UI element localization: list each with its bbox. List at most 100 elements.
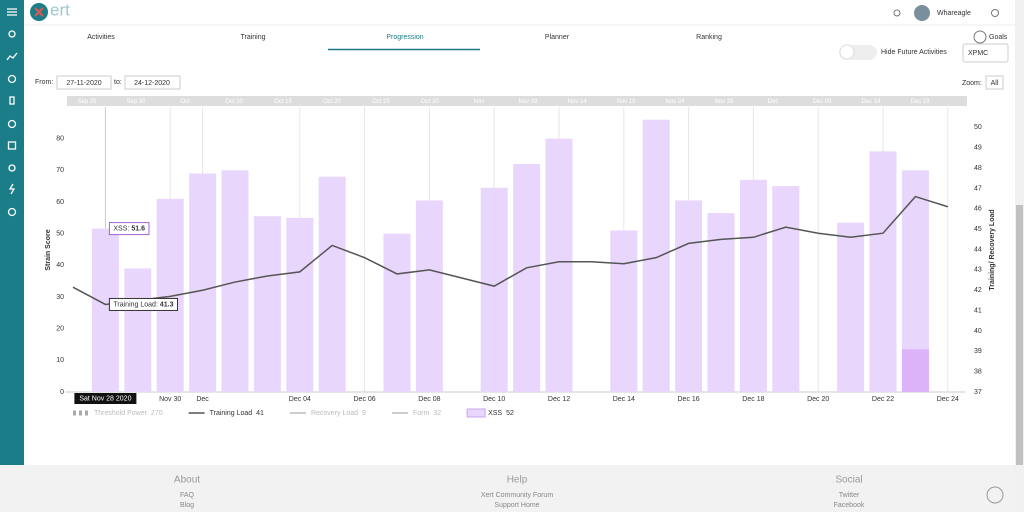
bar[interactable]	[675, 200, 703, 392]
footer-link[interactable]: Facebook	[834, 502, 865, 509]
legend-value[interactable]: 9	[362, 410, 366, 417]
y-tick-label: 40	[56, 262, 64, 269]
y2-tick-label: 41	[974, 307, 982, 314]
help-icon[interactable]	[7, 207, 17, 217]
footer-link[interactable]: Blog	[180, 502, 194, 509]
tooltip-value: 51.6	[131, 225, 145, 232]
tab[interactable]: Progression	[386, 34, 423, 41]
footer-link[interactable]: Xert Community Forum	[481, 492, 554, 499]
tab[interactable]: Planner	[545, 34, 570, 41]
navigator-label: Oct 20	[323, 99, 341, 105]
goals-icon[interactable]	[973, 30, 987, 44]
y-tick-label: 80	[56, 136, 64, 143]
zoom-button[interactable]	[985, 75, 1004, 90]
bar[interactable]	[739, 179, 767, 392]
bar[interactable]	[189, 173, 217, 393]
navigator-label: Nov 24	[665, 99, 685, 105]
tab[interactable]: Ranking	[696, 34, 722, 41]
logo[interactable]: ert	[50, 0, 70, 19]
to-input[interactable]	[124, 75, 181, 90]
bar[interactable]	[610, 230, 638, 393]
legend-value[interactable]: 41	[256, 410, 264, 417]
bar[interactable]	[869, 151, 897, 392]
y-axis-title: Strain Score	[45, 229, 52, 270]
tab[interactable]: Training	[240, 34, 265, 41]
legend-label[interactable]: XSS	[488, 410, 502, 417]
footer-link[interactable]: Twitter	[839, 492, 860, 499]
chart-icon[interactable]	[6, 52, 18, 61]
bar[interactable]	[221, 170, 249, 392]
legend-value[interactable]: 52	[506, 410, 514, 417]
avatar[interactable]	[914, 5, 930, 21]
legend-value[interactable]: 32	[433, 410, 441, 417]
x-tick-label: Dec 14	[613, 396, 635, 403]
footer-heading: About	[174, 475, 200, 486]
from-input-text: 27-11-2020	[66, 80, 101, 87]
bar[interactable]	[513, 164, 541, 392]
sidebar	[0, 0, 24, 512]
crosshair-label-box	[74, 393, 137, 404]
legend-label[interactable]: Form	[413, 410, 430, 417]
navigator-label: Oct	[180, 99, 190, 105]
from-input[interactable]	[56, 75, 112, 90]
y2-axis-title: Training/ Recovery Load	[989, 209, 996, 290]
y2-tick-label: 39	[974, 348, 982, 355]
navigator-label: Oct 10	[225, 99, 243, 105]
footer-link[interactable]: FAQ	[180, 492, 195, 499]
legend-value[interactable]: 270	[151, 410, 163, 417]
notification-icon[interactable]	[893, 9, 901, 17]
bar[interactable]	[707, 213, 735, 392]
bar[interactable]	[642, 119, 670, 393]
x-tick-label: Dec 12	[548, 396, 570, 403]
menu-icon[interactable]	[7, 8, 17, 16]
group-icon[interactable]	[8, 164, 16, 172]
x-tick-label: Nov 30	[159, 396, 181, 403]
bar[interactable]	[253, 216, 281, 392]
y-tick-label: 0	[60, 389, 64, 396]
gauge-icon[interactable]	[7, 119, 17, 129]
legend-label[interactable]: Training Load	[210, 410, 253, 417]
bar[interactable]	[772, 186, 800, 392]
settings-icon[interactable]	[991, 9, 999, 17]
x-tick-label: Dec 04	[289, 396, 311, 403]
zoom-label: Zoom:	[962, 80, 982, 87]
bar[interactable]	[124, 268, 152, 393]
footer-link[interactable]: Support Home	[494, 502, 539, 509]
navigator-label: Nov 14	[567, 99, 587, 105]
crosshair-label: Sat Nov 28 2020	[79, 395, 131, 402]
metric-select[interactable]	[962, 43, 1009, 63]
bar[interactable]	[545, 138, 573, 392]
profile-icon[interactable]	[8, 30, 16, 38]
bolt-icon[interactable]	[8, 183, 16, 195]
navigator-label: Oct 30	[421, 99, 439, 105]
tooltip	[108, 297, 179, 311]
legend-symbol[interactable]	[466, 408, 486, 418]
bar[interactable]	[901, 349, 929, 392]
logo-x	[34, 7, 44, 17]
y-tick-label: 20	[56, 326, 64, 333]
bar[interactable]	[318, 176, 346, 392]
navigator-label: Nov 29	[714, 99, 734, 105]
bar[interactable]	[480, 187, 508, 392]
tab[interactable]: Activities	[87, 34, 115, 41]
navigator-label: Oct 25	[372, 99, 390, 105]
user-name[interactable]: Whareagle	[937, 10, 971, 17]
navigator-label: Dec 14	[861, 99, 881, 105]
device-icon[interactable]	[9, 96, 15, 105]
bar[interactable]	[415, 200, 443, 392]
bar[interactable]	[286, 217, 314, 392]
scrollbar-thumb[interactable]	[1016, 205, 1023, 465]
legend-label[interactable]: Recovery Load	[311, 410, 358, 417]
bar[interactable]	[156, 198, 184, 392]
navigator-label: Nov 19	[616, 99, 636, 105]
calendar-icon[interactable]	[7, 141, 17, 150]
legend-label[interactable]: Threshold Power	[94, 410, 148, 417]
goals-link[interactable]: Goals	[989, 34, 1008, 41]
y2-tick-label: 43	[974, 267, 982, 274]
bar[interactable]	[383, 233, 411, 392]
scroll-top-button[interactable]	[986, 486, 1004, 504]
navigator[interactable]	[67, 96, 967, 106]
bar[interactable]	[837, 222, 865, 392]
tooltip-label: Training Load:	[113, 301, 158, 308]
sync-icon[interactable]	[7, 74, 17, 84]
